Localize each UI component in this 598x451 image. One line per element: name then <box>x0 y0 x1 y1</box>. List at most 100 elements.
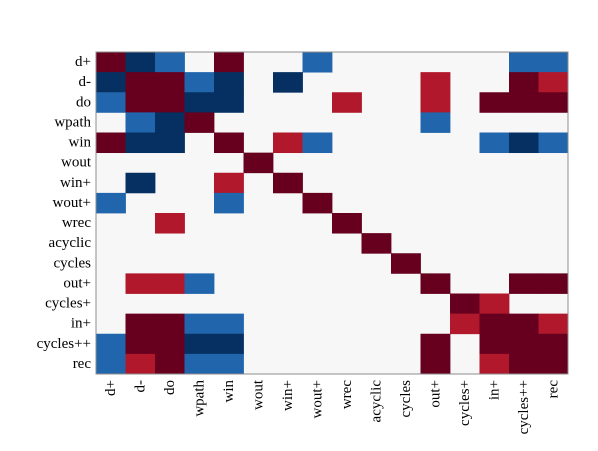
heatmap-cell-wout-wout <box>243 152 274 174</box>
row-label-win+: win+ <box>60 175 91 191</box>
heatmap-cell-do-out+ <box>420 92 451 113</box>
heatmap-cell-win-cycles++ <box>509 132 539 154</box>
row-label-cycles+: cycles+ <box>45 296 91 312</box>
heatmap-cell-win-do <box>155 132 185 154</box>
col-label-d+: d+ <box>103 380 119 396</box>
heatmap-cell-do-win <box>214 92 244 113</box>
heatmap-cell-d--out+ <box>420 72 451 93</box>
heatmap-cell-win-d+ <box>96 132 126 154</box>
heatmap-cell-rec-d+ <box>96 353 126 375</box>
heatmap-cell-d--d+ <box>96 72 126 93</box>
heatmap-cell-win+-win+ <box>273 172 303 194</box>
heatmap-cell-d--win <box>214 72 244 93</box>
plot-frame <box>95 51 569 375</box>
row-label-out+: out+ <box>63 275 91 291</box>
row-label-in+: in+ <box>71 316 91 332</box>
col-label-wout+: wout+ <box>309 380 325 418</box>
row-label-wout: wout <box>61 155 92 171</box>
heatmap-cell-rec-d- <box>125 353 156 375</box>
heatmap-cell-do-wrec <box>332 92 362 113</box>
heatmap-cell-d--d- <box>125 72 156 93</box>
heatmap-cell-rec-wpath <box>184 353 215 375</box>
row-label-wpath: wpath <box>54 114 91 130</box>
heatmap-cell-cycles++-d- <box>125 333 156 355</box>
heatmap-cell-rec-rec <box>538 353 569 375</box>
heatmap-cell-cycles-cycles <box>391 253 421 274</box>
row-label-do: do <box>76 94 91 110</box>
heatmap-cell-in+-d- <box>125 313 156 335</box>
col-label-out+: out+ <box>427 380 443 408</box>
col-label-do: do <box>162 380 178 395</box>
heatmap-cell-win+-win <box>214 172 244 194</box>
col-label-win+: win+ <box>280 380 296 411</box>
heatmap-cell-do-d+ <box>96 92 126 113</box>
col-label-wpath: wpath <box>191 380 207 417</box>
col-label-cycles++: cycles++ <box>516 380 532 434</box>
heatmap-cell-d+-d- <box>125 52 156 73</box>
row-label-d-: d- <box>79 74 92 90</box>
row-label-wrec: wrec <box>62 215 91 231</box>
heatmap-cell-d--rec <box>538 72 569 93</box>
heatmap-cell-wout+-d+ <box>96 192 126 214</box>
row-label-win: win <box>69 135 92 151</box>
heatmap-cell-wpath-d- <box>125 112 156 133</box>
heatmap-cell-d+-wout+ <box>302 52 333 73</box>
heatmap-cell-out+-out+ <box>420 273 451 294</box>
col-label-cycles+: cycles+ <box>457 380 473 426</box>
heatmap-cell-rec-win <box>214 353 244 375</box>
row-label-d+: d+ <box>75 54 91 70</box>
heatmap-cell-wout+-wout+ <box>302 192 333 214</box>
heatmap-cell-rec-out+ <box>420 353 451 375</box>
heatmap-cell-d--do <box>155 72 185 93</box>
heatmap-cell-win+-d- <box>125 172 156 194</box>
col-label-wout: wout <box>250 379 266 410</box>
heatmap-cell-d+-cycles++ <box>509 52 539 73</box>
heatmap-cell-cycles+-cycles+ <box>450 293 480 315</box>
heatmap-cell-in+-in+ <box>479 313 510 335</box>
heatmap-cell-in+-do <box>155 313 185 335</box>
heatmap-cell-d+-d+ <box>96 52 126 73</box>
heatmap-cell-wrec-wrec <box>332 213 362 234</box>
heatmap-cell-win-in+ <box>479 132 510 154</box>
heatmap-cell-do-d- <box>125 92 156 113</box>
heatmap-cell-cycles++-win <box>214 333 244 355</box>
heatmap-cell-in+-cycles+ <box>450 313 480 335</box>
heatmap-cell-cycles++-d+ <box>96 333 126 355</box>
heatmap-cell-d--cycles++ <box>509 72 539 93</box>
col-label-win: win <box>221 380 237 403</box>
row-label-wout+: wout+ <box>53 195 91 211</box>
heatmap-cell-d+-rec <box>538 52 569 73</box>
heatmap-cell-out+-d- <box>125 273 156 294</box>
heatmap-cell-in+-rec <box>538 313 569 335</box>
heatmap-cell-cycles++-out+ <box>420 333 451 355</box>
row-tick-labels: d+ d-do wpath win wout win+ wout+ wrec acyclic cy… <box>37 54 92 372</box>
heatmap-cell-win-win+ <box>273 132 303 154</box>
heatmap-cell-d--win+ <box>273 72 303 93</box>
heatmap-cell-out+-rec <box>538 273 569 294</box>
row-label-cycles: cycles <box>54 255 92 271</box>
heatmap-cell-wpath-do <box>155 112 185 133</box>
heatmap-cell-cycles++-in+ <box>479 333 510 355</box>
heatmap-cell-do-cycles++ <box>509 92 539 113</box>
heatmap-cell-cycles++-cycles++ <box>509 333 539 355</box>
heatmap-cell-do-rec <box>538 92 569 113</box>
heatmap-cell-wpath-out+ <box>420 112 451 133</box>
heatmap-cell-in+-wpath <box>184 313 215 335</box>
heatmap-cell-cycles++-do <box>155 333 185 355</box>
heatmap-cell-out+-cycles++ <box>509 273 539 294</box>
heatmap-cell-win-rec <box>538 132 569 154</box>
row-label-acyclic: acyclic <box>49 235 92 251</box>
heatmap-cell-rec-cycles++ <box>509 353 539 375</box>
heatmap-cell-d--wpath <box>184 72 215 93</box>
heatmap-cell-wpath-wpath <box>184 112 215 133</box>
heatmap-cell-do-wpath <box>184 92 215 113</box>
heatmap-cells <box>96 52 569 375</box>
heatmap-cell-in+-cycles++ <box>509 313 539 335</box>
row-label-rec: rec <box>73 356 92 372</box>
col-label-wrec: wrec <box>339 380 355 409</box>
heatmap-cell-do-in+ <box>479 92 510 113</box>
col-label-acyclic: acyclic <box>368 380 384 423</box>
heatmap-cell-acyclic-acyclic <box>361 233 392 254</box>
heatmap-cell-cycles++-wpath <box>184 333 215 355</box>
